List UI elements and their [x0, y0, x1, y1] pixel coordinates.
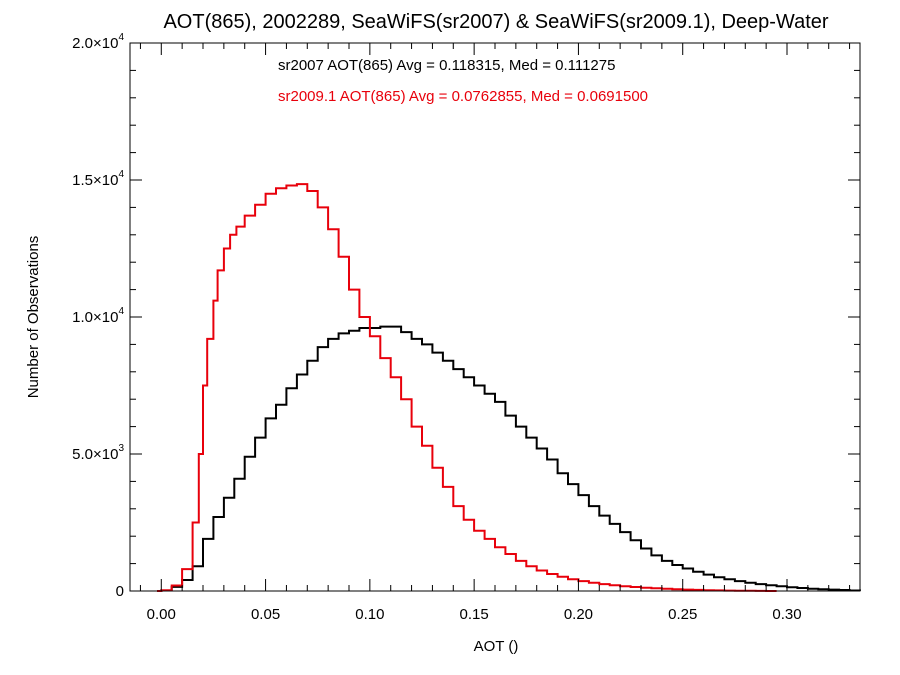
- x-tick-label: 0.30: [772, 606, 801, 623]
- annotation-sr2007: sr2007 AOT(865) Avg = 0.118315, Med = 0.…: [278, 57, 615, 74]
- y-tick-label: 2.0×104: [72, 32, 124, 52]
- y-tick-label: 5.0×103: [72, 443, 124, 463]
- chart-title: AOT(865), 2002289, SeaWiFS(sr2007) & Sea…: [163, 11, 828, 33]
- x-tick-label: 0.25: [668, 606, 697, 623]
- series-0: [157, 325, 861, 592]
- x-tick-label: 0.20: [564, 606, 593, 623]
- plot-frame: [129, 42, 861, 592]
- x-tick-label: 0.10: [355, 606, 384, 623]
- x-axis-label: AOT (): [474, 638, 519, 655]
- series-line-0: [157, 325, 861, 592]
- y-tick-label: 1.5×104: [72, 169, 124, 189]
- series-layer: [157, 183, 861, 592]
- y-axis-label: Number of Observations: [25, 236, 42, 399]
- annotation-sr2009: sr2009.1 AOT(865) Avg = 0.0762855, Med =…: [278, 88, 648, 105]
- ticks-layer: 0.00 0.05 0.10 0.15 0.20 0.25 0.30 0 5.0×103 1.0×…: [72, 32, 860, 623]
- x-tick-label: 0.05: [251, 606, 280, 623]
- series-line-1: [157, 183, 777, 592]
- x-tick-label: 0.00: [147, 606, 176, 623]
- x-tick-label: 0.15: [460, 606, 489, 623]
- y-tick-label: 1.0×104: [72, 306, 124, 326]
- series-1: [157, 183, 777, 592]
- y-tick-label: 0: [116, 583, 124, 600]
